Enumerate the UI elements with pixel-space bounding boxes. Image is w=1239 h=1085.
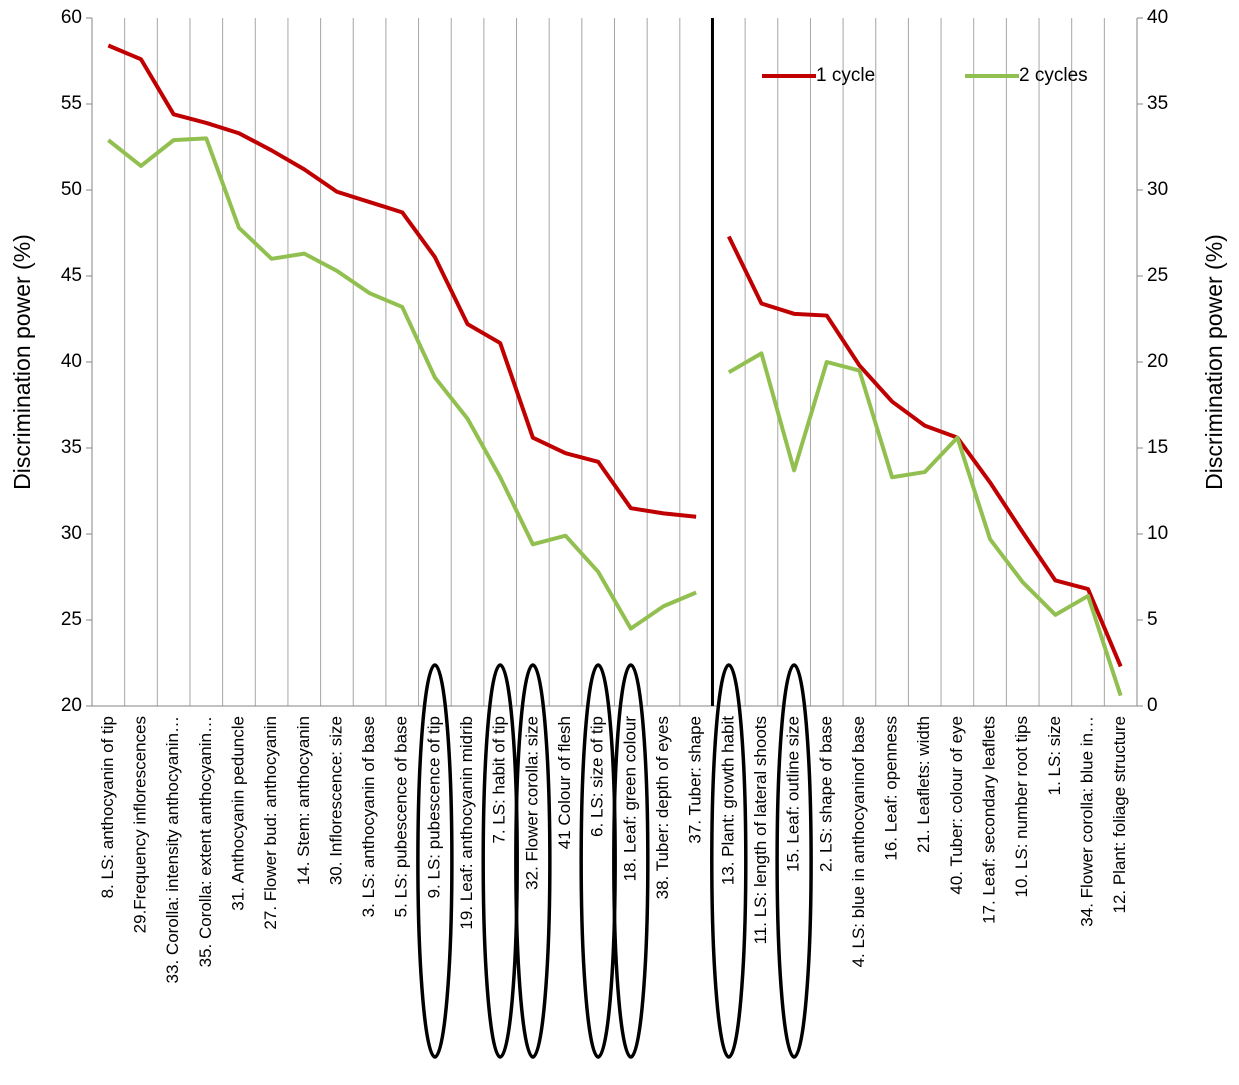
x-tick-label: 5. LS: pubescence of base xyxy=(392,716,411,917)
x-tick-label: 30. Inflorescence: size xyxy=(326,716,345,885)
x-tick-label: 37. Tuber: shape xyxy=(686,716,705,844)
y-tick-label: 35 xyxy=(61,437,82,458)
y2-tick-label: 5 xyxy=(1147,609,1158,630)
y-tick-label: 30 xyxy=(61,523,82,544)
x-tick-label: 15. Leaf: outline size xyxy=(784,716,803,872)
x-tick-label: 8. LS: anthocyanin of tip xyxy=(98,716,117,898)
x-tick-label: 29.Frequency inflorescences xyxy=(130,716,149,933)
legend-label: 1 cycle xyxy=(816,65,875,86)
y-tick-label: 25 xyxy=(61,609,82,630)
x-tick-label: 3. LS: anthocyanin of base xyxy=(359,716,378,917)
y2-axis-title: Discrimination power (%) xyxy=(1201,234,1227,490)
x-tick-label: 18. Leaf: green colour xyxy=(620,716,639,882)
x-tick-label: 1. LS: size xyxy=(1045,716,1064,795)
x-tick-label: 41 Colour of flesh xyxy=(555,716,574,849)
highlight-ellipse xyxy=(775,663,813,1059)
x-tick-label: 32. Flower corolla: size xyxy=(522,716,541,890)
y2-tick-label: 15 xyxy=(1147,437,1168,458)
x-tick-label: 2. LS: shape of base xyxy=(816,716,835,872)
series-line xyxy=(727,351,1123,697)
x-tick-label: 13. Plant: growth habit xyxy=(718,716,737,885)
y2-tick-label: 10 xyxy=(1147,523,1168,544)
x-tick-label: 38. Tuber: depth of eyes xyxy=(653,716,672,899)
x-tick-label: 21. Leaflets: width xyxy=(914,716,933,853)
y-tick-label: 60 xyxy=(61,7,82,28)
x-tick-label: 17. Leaf: secondary leaflets xyxy=(980,716,999,924)
legend-label: 2 cycles xyxy=(1019,65,1088,86)
x-tick-label: 19. Leaf: anthocyanin midrib xyxy=(457,716,476,930)
highlight-ellipse xyxy=(416,663,454,1059)
y-tick-label: 45 xyxy=(61,265,82,286)
x-tick-label: 4. LS: blue in anthocyaninof base xyxy=(849,716,868,967)
x-tick-label: 6. LS: size of tip xyxy=(588,716,607,837)
x-tick-label: 27. Flower bud: anthocyanin xyxy=(261,716,280,930)
y2-tick-label: 20 xyxy=(1147,351,1168,372)
highlight-ellipse xyxy=(514,663,552,1059)
y-tick-label: 20 xyxy=(61,695,82,716)
x-tick-label: 14. Stem: anthocyanin xyxy=(294,716,313,885)
series-line xyxy=(107,136,697,631)
y-tick-label: 55 xyxy=(61,93,82,114)
highlight-ellipse xyxy=(710,663,748,1059)
series-line xyxy=(107,43,697,519)
x-tick-label: 9. LS: pubescence of tip xyxy=(424,716,443,898)
x-tick-label: 35. Corolla: extent anthocyanin… xyxy=(196,716,215,967)
x-tick-label: 7. LS: habit of tip xyxy=(490,716,509,844)
x-tick-label: 33. Corolla: intensity anthocyanin… xyxy=(163,716,182,983)
x-tick-label: 10. LS: number root tips xyxy=(1012,716,1031,897)
y-tick-label: 50 xyxy=(61,179,82,200)
series-line xyxy=(727,235,1123,668)
y2-tick-label: 0 xyxy=(1147,695,1158,716)
y2-tick-label: 25 xyxy=(1147,265,1168,286)
x-tick-label: 12. Plant: foliage structure xyxy=(1110,716,1129,914)
x-tick-label: 16. Leaf: openness xyxy=(882,716,901,861)
x-tick-label: 11. LS: length of lateral shoots xyxy=(751,716,770,944)
x-tick-label: 34. Flower corolla: blue in… xyxy=(1078,716,1097,927)
y2-tick-label: 40 xyxy=(1147,7,1168,28)
y-axis-title: Discrimination power (%) xyxy=(9,234,35,490)
highlight-ellipse xyxy=(612,663,650,1059)
y2-tick-label: 35 xyxy=(1147,93,1168,114)
x-tick-label: 31. Anthocyanin peduncle xyxy=(228,716,247,911)
y2-tick-label: 30 xyxy=(1147,179,1168,200)
x-tick-label: 40. Tuber: colour of eye xyxy=(947,716,966,895)
y-tick-label: 40 xyxy=(61,351,82,372)
